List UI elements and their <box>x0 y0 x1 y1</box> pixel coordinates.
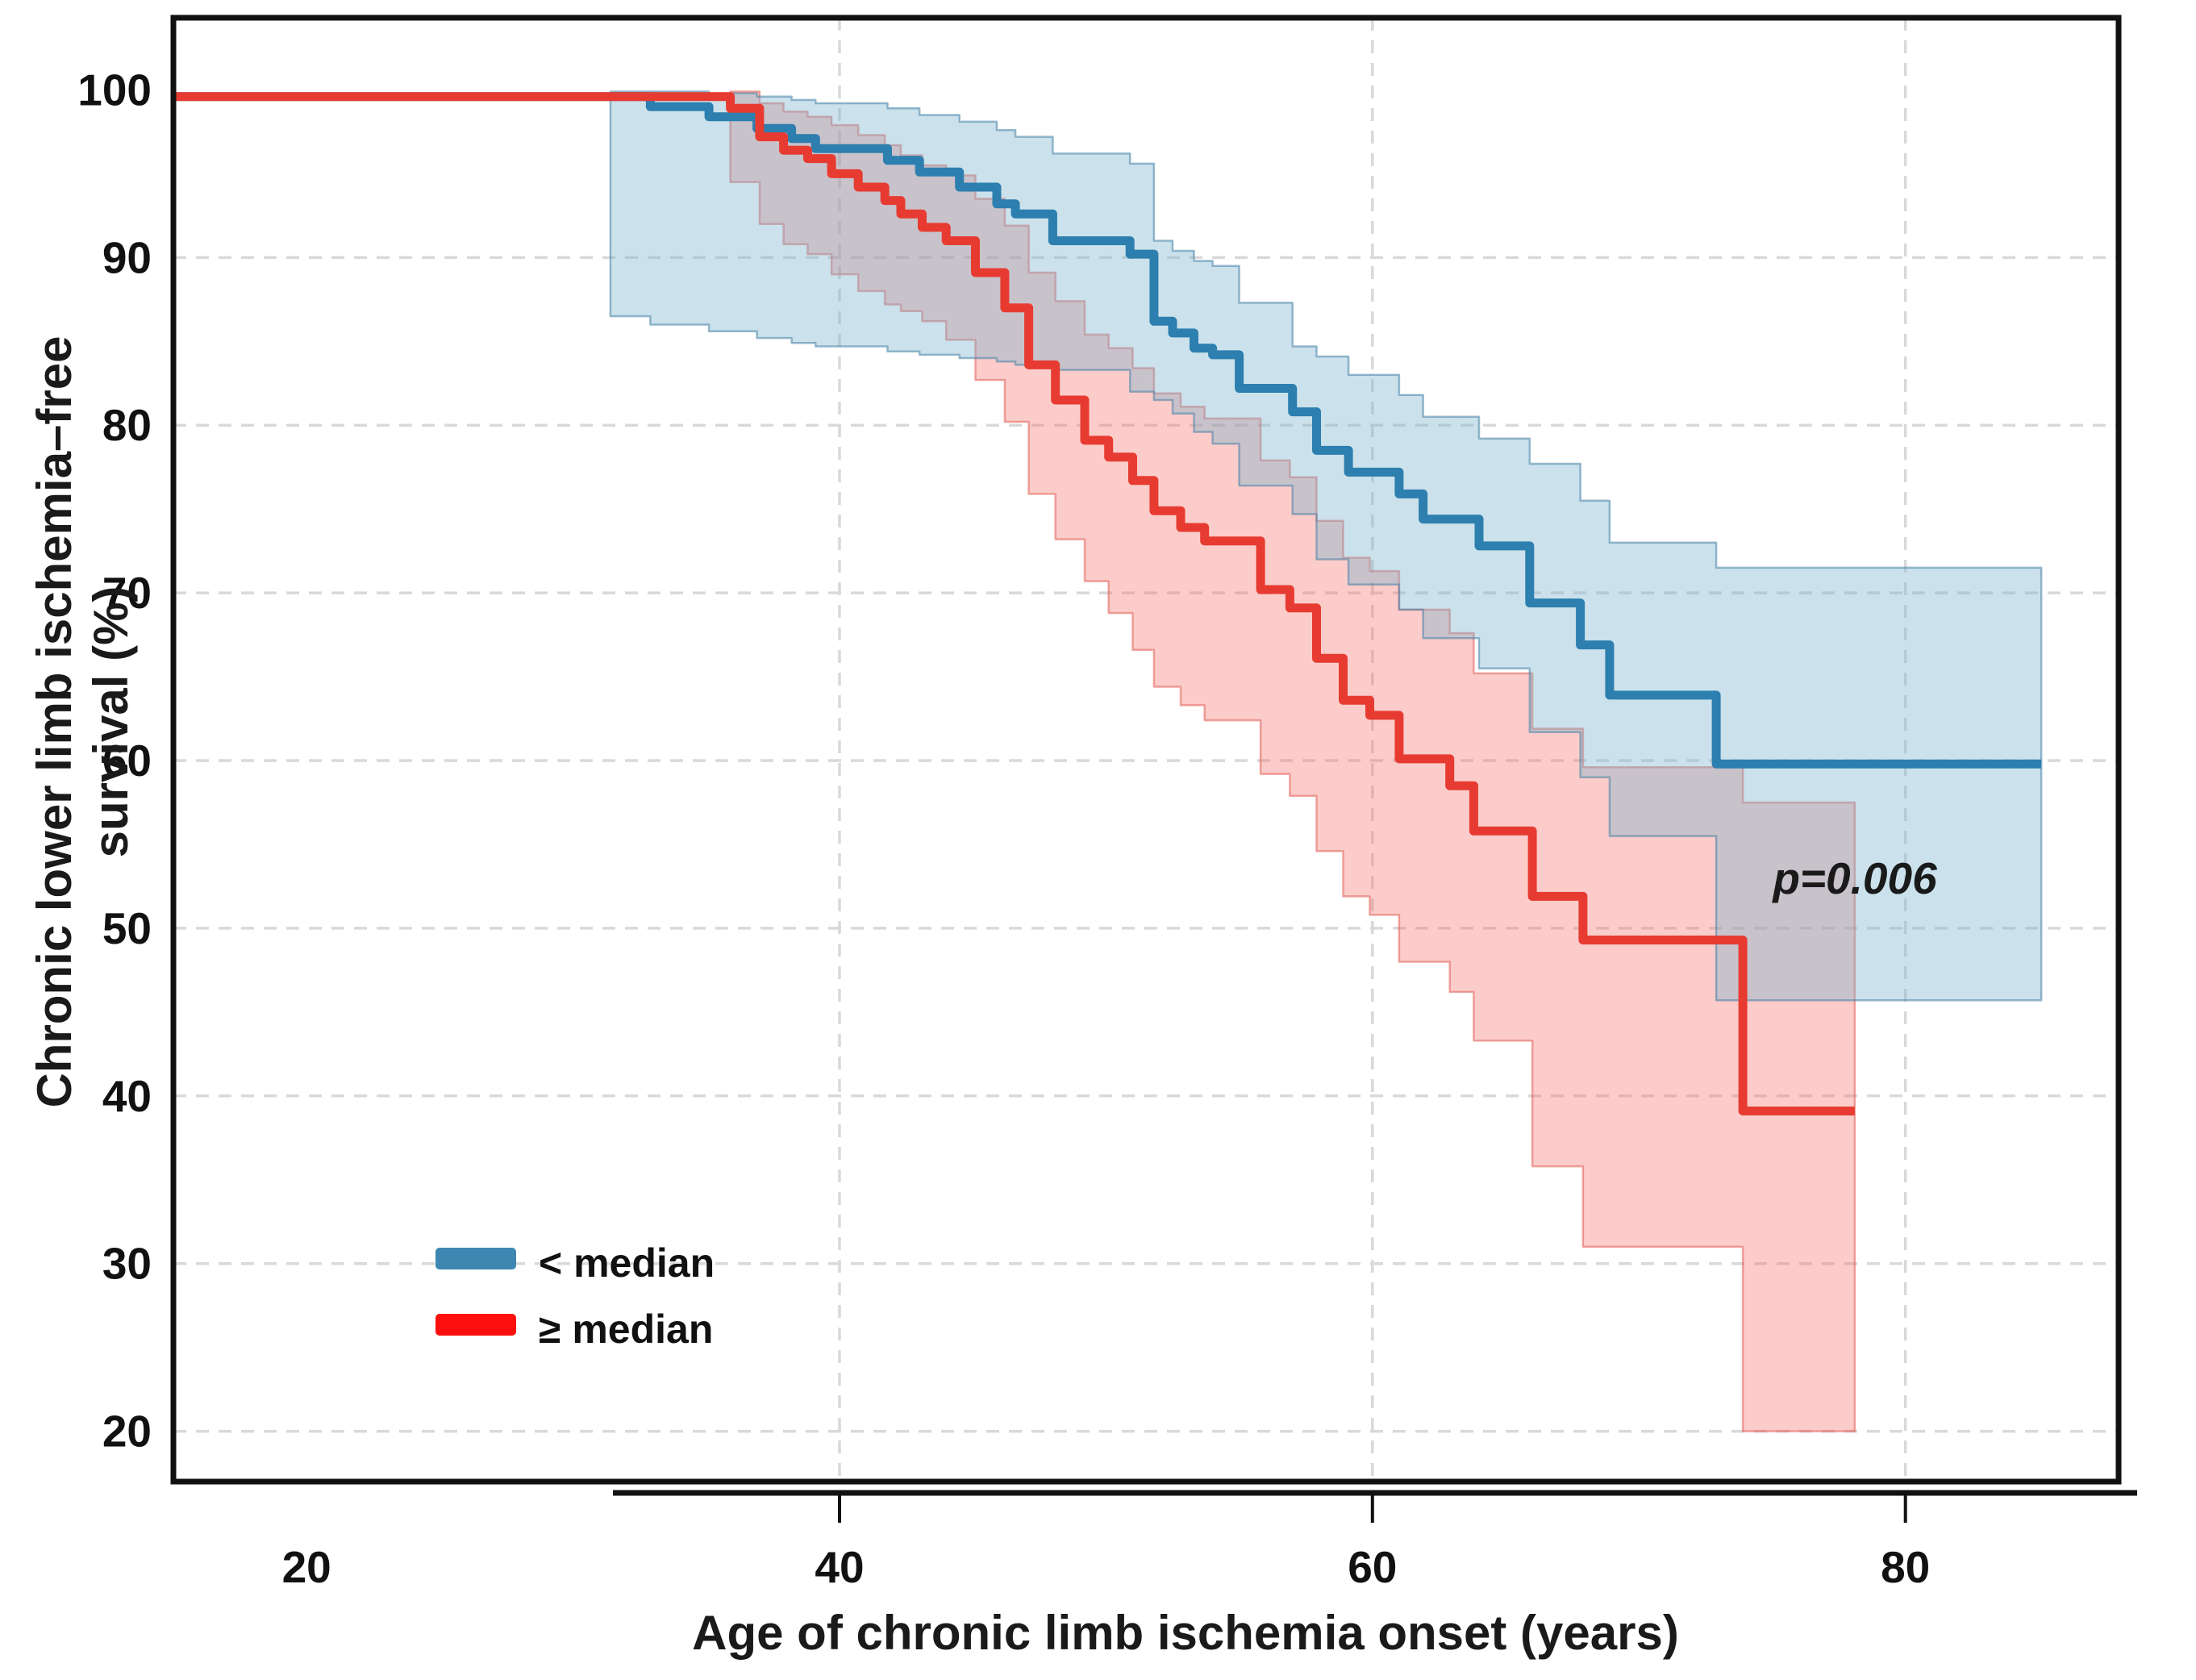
y-axis-title-line1: Chronic lower limb ischemia–free <box>27 336 81 1108</box>
y-tick-label-40: 40 <box>102 1071 152 1121</box>
y-tick-label-80: 80 <box>102 400 152 450</box>
y-tick-label-100: 100 <box>77 65 152 115</box>
ci-band-blue <box>609 90 2043 1002</box>
y-tick-label-50: 50 <box>102 903 152 953</box>
x-axis-title: Age of chronic limb ischemia onset (year… <box>692 1606 1679 1660</box>
plot-border <box>170 15 2122 1485</box>
x-tick-label-60: 60 <box>1348 1542 1397 1592</box>
km-curve-above-median <box>173 92 1855 1115</box>
x-tick-label-40: 40 <box>815 1542 864 1592</box>
legend-label-above-median: ≥ median <box>539 1307 713 1352</box>
y-tick-label-70: 70 <box>102 568 152 618</box>
curve-layer <box>173 92 2042 1115</box>
y-tick-label-20: 20 <box>102 1407 152 1457</box>
ci-band-layer <box>609 90 2043 1432</box>
y-tick-label-30: 30 <box>102 1239 152 1289</box>
legend-swatch-below-median <box>435 1248 516 1269</box>
y-tick-label-90: 90 <box>102 232 152 282</box>
x-tick-label-80: 80 <box>1881 1542 1930 1592</box>
legend-label-below-median: < median <box>539 1240 715 1286</box>
legend-swatch-above-median <box>435 1314 516 1336</box>
tick-labels-layer: 20 40 60 80 100 90 80 70 60 50 40 30 20 <box>77 65 1930 1592</box>
x-tick-label-20: 20 <box>282 1542 331 1592</box>
km-curve-below-median <box>173 92 2042 769</box>
y-tick-label-60: 60 <box>102 736 152 786</box>
y-axis-title-line2: survival (%) <box>84 586 138 858</box>
legend: < median ≥ median <box>435 1240 715 1352</box>
p-value-annotation: p=0.006 <box>1771 853 1937 903</box>
axis-layer <box>613 1490 2137 1523</box>
